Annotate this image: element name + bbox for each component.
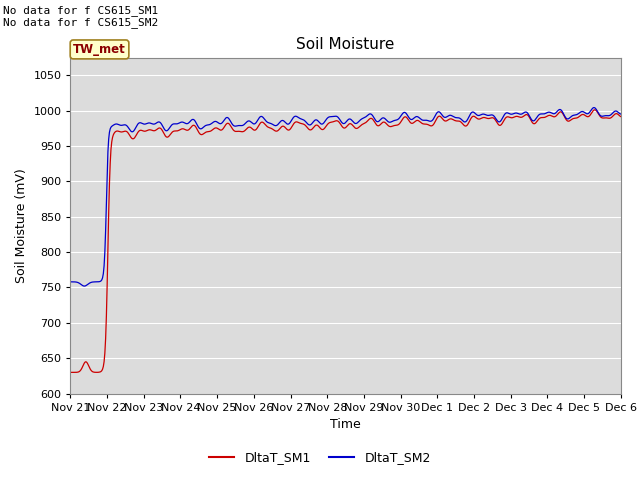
DltaT_SM2 xyxy=(219,119,227,125)
Line: DltaT_SM1: DltaT_SM1 xyxy=(70,110,621,372)
DltaT_SM1 xyxy=(591,107,598,113)
DltaT_SM1 xyxy=(617,114,625,120)
Line: DltaT_SM2: DltaT_SM2 xyxy=(70,108,621,286)
DltaT_SM2 xyxy=(617,111,625,117)
Text: TW_met: TW_met xyxy=(73,43,126,56)
Title: Soil Moisture: Soil Moisture xyxy=(296,37,395,52)
DltaT_SM1 xyxy=(189,122,196,128)
DltaT_SM1 xyxy=(77,368,84,373)
DltaT_SM1 xyxy=(67,370,74,375)
Y-axis label: Soil Moisture (mV): Soil Moisture (mV) xyxy=(15,168,28,283)
X-axis label: Time: Time xyxy=(330,418,361,431)
Text: No data for f CS615_SM1
No data for f CS615_SM2: No data for f CS615_SM1 No data for f CS… xyxy=(3,5,159,28)
DltaT_SM2 xyxy=(190,117,198,122)
DltaT_SM1 xyxy=(133,131,141,137)
DltaT_SM1 xyxy=(218,127,226,132)
DltaT_SM2 xyxy=(134,121,141,127)
DltaT_SM1 xyxy=(413,118,420,123)
DltaT_SM2 xyxy=(590,105,598,110)
Legend: DltaT_SM1, DltaT_SM2: DltaT_SM1, DltaT_SM2 xyxy=(204,446,436,469)
DltaT_SM1 xyxy=(429,122,436,128)
DltaT_SM2 xyxy=(81,283,88,289)
DltaT_SM2 xyxy=(429,116,437,122)
DltaT_SM2 xyxy=(413,114,421,120)
DltaT_SM2 xyxy=(67,279,74,285)
DltaT_SM2 xyxy=(77,281,84,287)
